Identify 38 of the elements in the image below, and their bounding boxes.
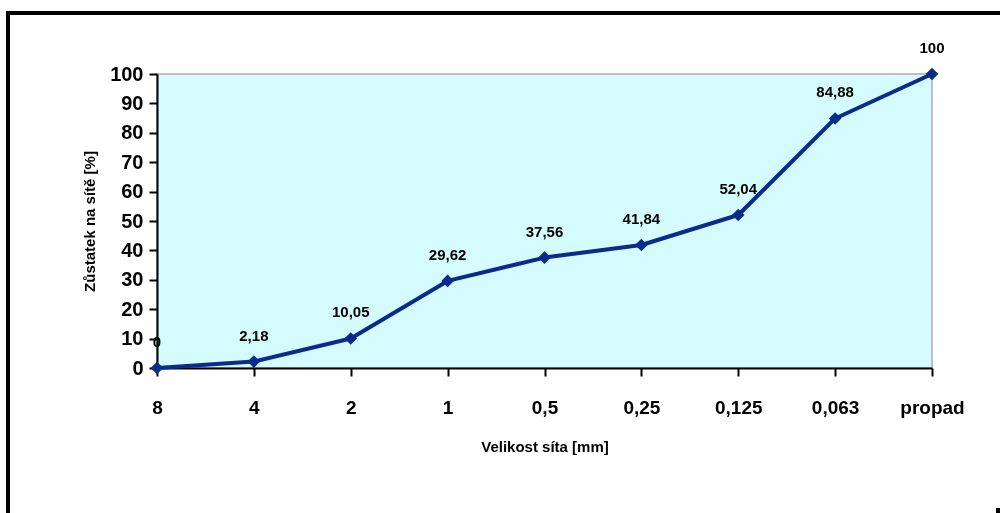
- data-label: 52,04: [719, 180, 758, 197]
- point: [344, 332, 358, 345]
- y-axis-title: Zůstatek na sítě [%]: [81, 151, 99, 292]
- data-label: 37,56: [525, 222, 564, 240]
- y-tick-label: 60: [121, 180, 144, 203]
- y-tick-label: 40: [121, 238, 144, 261]
- y-tick-label: 10: [121, 327, 144, 350]
- x-tick-label: 4: [249, 396, 261, 418]
- x-tick-label: 0,5: [531, 396, 559, 418]
- x-tick-label: 8: [152, 396, 163, 418]
- y-tick-label: 90: [121, 91, 144, 114]
- x-tick-label: propad: [900, 396, 965, 418]
- y-tick-label: 30: [121, 268, 144, 291]
- y-tick-label: 80: [121, 121, 144, 144]
- x-tick-label: 0,25: [623, 396, 661, 418]
- data-label: 84,88: [816, 83, 854, 101]
- point: [828, 112, 842, 125]
- x-tick-label: 2: [345, 396, 357, 418]
- data-label: 10,05: [331, 303, 370, 321]
- data-label: 29,62: [428, 245, 467, 263]
- x-axis-title: Velikost síta [mm]: [481, 437, 609, 455]
- y-tick-label: 70: [121, 150, 144, 173]
- y-tick-label: 50: [121, 209, 144, 232]
- point: [247, 355, 261, 368]
- point: [731, 208, 745, 222]
- y-tick-label: 100: [110, 62, 144, 85]
- data-label: 41,84: [622, 209, 661, 227]
- point: [925, 67, 939, 81]
- point: [635, 238, 648, 252]
- data-label: 2,18: [239, 326, 269, 344]
- x-tick-label: 0,063: [811, 396, 860, 418]
- data-label: 100: [919, 39, 945, 56]
- x-tick-label: 1: [442, 396, 454, 418]
- x-tick-label: 0,125: [714, 396, 763, 418]
- point: [441, 274, 454, 288]
- point: [538, 251, 551, 264]
- y-tick-label: 0: [132, 356, 144, 379]
- y-tick-label: 20: [121, 297, 144, 320]
